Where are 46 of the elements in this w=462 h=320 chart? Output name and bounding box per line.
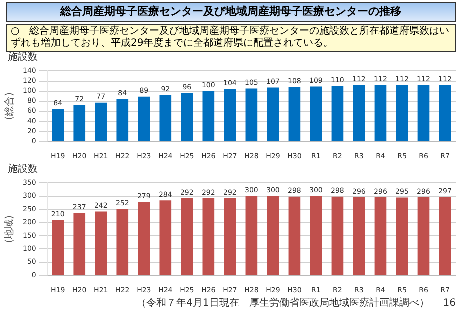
bar [439, 85, 452, 142]
text: 16 [443, 298, 456, 310]
bar [353, 197, 366, 276]
bar [181, 198, 194, 276]
bar [116, 99, 129, 142]
chart-title: 総合周産期母子医療センター及び地域周産期母子医療センターの推移 [6, 2, 456, 22]
bar [396, 85, 408, 142]
bar [310, 196, 322, 276]
text: 施設数 [8, 164, 39, 176]
bar [138, 96, 150, 142]
bar [396, 198, 408, 276]
text: （令和７年4月1日現在 厚生労働省医政局地域医療計画課調べ） [136, 298, 430, 310]
bar [138, 202, 150, 276]
bar [332, 86, 344, 142]
bar [374, 197, 387, 276]
bar [74, 213, 86, 276]
bar [353, 85, 366, 142]
bar [418, 197, 430, 276]
bar [439, 197, 452, 276]
bar [288, 196, 301, 276]
bar [95, 102, 108, 142]
bar [224, 198, 236, 276]
bar [160, 95, 172, 142]
chart-subtitle: ○ 総合周産期母子医療センター及び地域周産期母子医療センターの施設数と所在都道府県数はいずれも増加しており、平成29年度までに全都道府県に配置されている。 [6, 24, 456, 52]
bar [116, 209, 129, 276]
bar [95, 212, 108, 276]
bar [246, 88, 258, 142]
bar [181, 93, 194, 142]
bar [310, 86, 322, 142]
bar [374, 85, 387, 142]
y-axis-title: (総合) [4, 92, 16, 120]
bar [418, 85, 430, 142]
bar [74, 105, 86, 142]
bar [52, 109, 64, 142]
bar [160, 200, 172, 276]
text: 施設数 [8, 52, 39, 64]
bar [224, 89, 236, 142]
bar [202, 198, 215, 276]
bar [288, 87, 301, 142]
bar [202, 91, 215, 142]
bar [332, 196, 344, 276]
y-axis-title: (地域) [4, 215, 16, 244]
bar [246, 196, 258, 276]
bar [267, 88, 280, 142]
bar [267, 196, 280, 276]
bar [52, 220, 64, 276]
